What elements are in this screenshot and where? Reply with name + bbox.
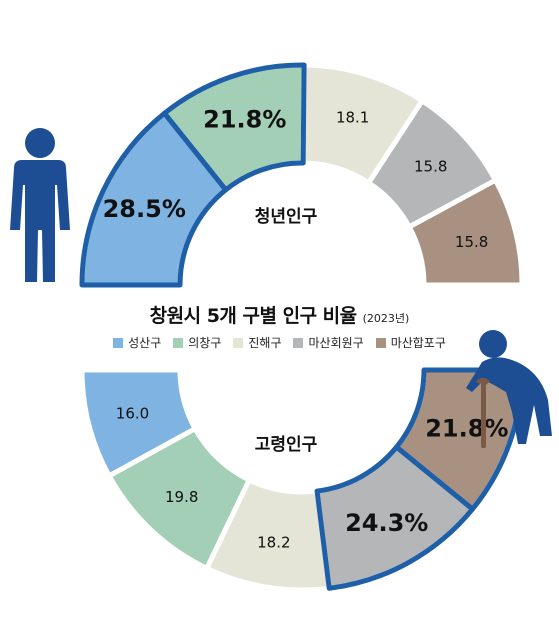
legend-label: 마산회원구: [308, 336, 364, 350]
value-label-seongsan: 16.0: [116, 404, 149, 422]
chart-title-block: 창원시 5개 구별 인구 비율 (2023년): [0, 301, 559, 328]
value-label-jinhae: 18.1: [336, 108, 369, 126]
elderly-person-icon: [466, 330, 552, 448]
highlight-outline-uichang: [161, 62, 307, 193]
legend-label: 진해구: [248, 336, 282, 350]
elderly-half-donut: 16.0 19.8 18.2 24.3% 21.8%: [79, 367, 525, 593]
elderly-center-label: 고령인구: [255, 434, 318, 455]
legend-item: 마산합포구: [375, 334, 446, 351]
value-label-hoewon: 24.3%: [345, 509, 428, 537]
legend-swatch: [233, 337, 244, 348]
value-label-jinhae: 18.2: [257, 534, 290, 552]
legend-label: 의창구: [188, 336, 222, 350]
value-label-seongsan: 28.5%: [103, 195, 186, 223]
value-label-uichang: 19.8: [165, 488, 198, 506]
chart-title: 창원시 5개 구별 인구 비율: [149, 305, 357, 327]
value-label-happo: 21.8%: [425, 415, 508, 443]
chart-subtitle: (2023년): [362, 312, 410, 325]
youth-half-donut: 28.5% 21.8% 18.1 15.8 15.8: [79, 62, 525, 288]
legend-item: 성산구: [113, 334, 161, 351]
youth-center-label: 청년인구: [255, 206, 318, 227]
legend-label: 성산구: [128, 336, 162, 350]
segment-happo: [405, 176, 525, 288]
legend-label: 마산합포구: [390, 336, 446, 350]
legend-swatch: [293, 337, 304, 348]
value-label-hoewon: 15.8: [414, 157, 447, 175]
legend-swatch: [173, 337, 184, 348]
young-person-icon: [10, 128, 70, 282]
legend-item: 의창구: [173, 334, 221, 351]
legend-item: 마산회원구: [293, 334, 364, 351]
legend-swatch: [113, 337, 124, 348]
value-label-happo: 15.8: [455, 233, 488, 251]
value-label-uichang: 21.8%: [203, 106, 286, 134]
legend-swatch: [375, 337, 386, 348]
legend: 성산구 의창구 진해구 마산회원구 마산합포구: [0, 334, 559, 351]
legend-item: 진해구: [233, 334, 281, 351]
